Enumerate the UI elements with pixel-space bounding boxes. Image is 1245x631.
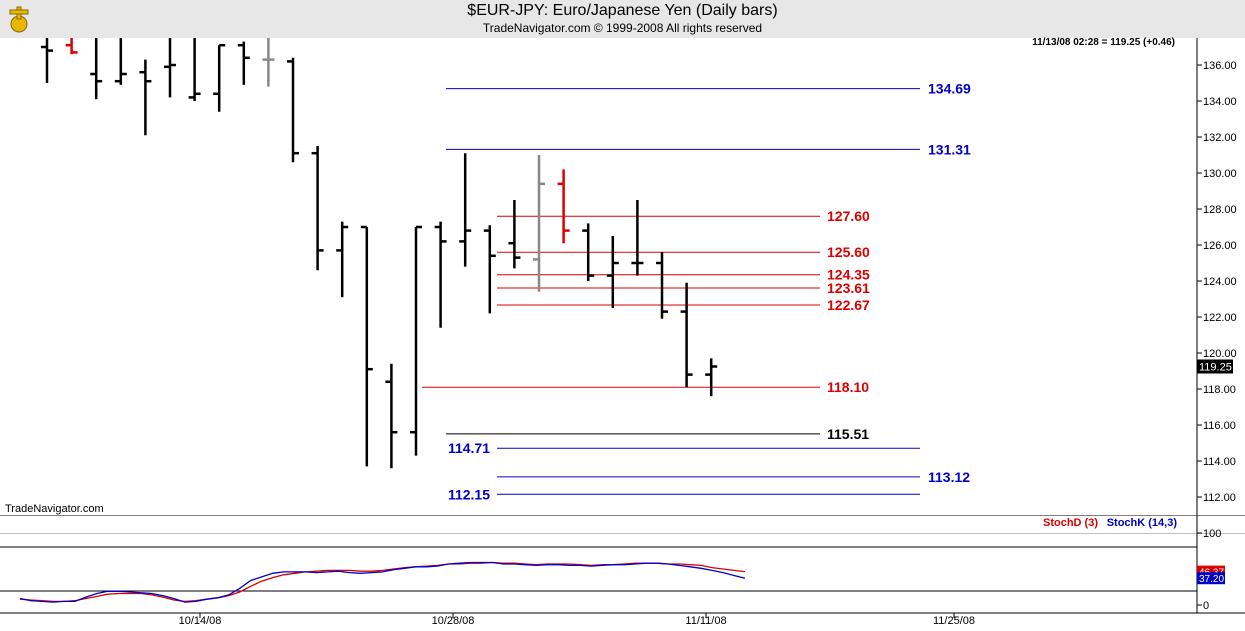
last-value-label: 119.25 [1199,362,1232,374]
ohlc-bar [459,153,472,267]
x-tick-label: 10/28/08 [432,615,475,627]
ohlc-bar [139,59,152,136]
copyright-text: TradeNavigator.com © 1999-2008 All right… [482,21,763,35]
ohlc-bar [656,252,668,319]
y-tick-label: 116.00 [1203,420,1236,432]
y-tick-label: 128.00 [1203,204,1237,216]
y-tick-label: 134.00 [1203,96,1237,108]
level-label: 112.15 [448,486,490,502]
legend-stochd: StochD (3) [1043,517,1098,529]
ohlc-bar [90,38,103,100]
y-tick-label: 136.00 [1203,60,1237,72]
trade-navigator-logo-icon [9,6,29,33]
level-label: 113.12 [928,469,970,485]
ohlc-bar [557,169,570,244]
chart-title: $EUR-JPY: Euro/Japanese Yen (Daily bars) [467,2,778,19]
legend-stochk: StochK (14,3) [1107,517,1178,529]
level-label: 124.35 [827,267,870,283]
ohlc-bar [311,146,324,271]
level-label: 114.71 [448,440,490,456]
y-tick-label: 122.00 [1203,312,1237,324]
ohlc-bar [582,223,595,281]
stochk-line [19,561,746,603]
y-tick-label: 120.00 [1203,348,1237,360]
quote-text: 11/13/08 02:28 = 119.25 (+0.46) [1032,37,1175,48]
ohlc-bar [213,43,226,112]
y-tick-label: 130.00 [1203,168,1237,180]
ohlc-bar [287,57,299,163]
ohlc-bar [164,38,176,98]
level-label: 134.69 [928,81,971,97]
panel-separator-thin [0,533,1245,534]
ohlc-bar [262,38,275,87]
x-tick-label: 11/25/08 [933,615,975,627]
stoch-last-box [1197,572,1225,585]
y-tick-label: 132.00 [1203,132,1237,144]
ohlc-bar [483,225,496,314]
x-tick-label: 11/11/08 [685,615,726,627]
watermark: TradeNavigator.com [5,503,104,515]
price-panel [0,38,1197,515]
ohlc-bar [533,155,545,292]
ohlc-bar [360,225,373,467]
level-label: 127.60 [827,208,870,224]
y-tick-label: 124.00 [1203,276,1237,288]
level-label: 115.51 [827,426,869,442]
ohlc-bar [188,38,201,101]
ohlc-bar [705,358,718,397]
ohlc-bar [65,38,78,55]
title-bar: $EUR-JPY: Euro/Japanese Yen (Daily bars)… [0,0,1245,38]
ohlc-bar [606,236,619,308]
ohlc-bar [434,221,447,328]
last-value-box [1197,359,1233,374]
ohlc-bar [631,200,644,276]
level-label: 125.60 [827,244,870,260]
level-label: 122.67 [827,297,870,313]
stoch-last-label: 37.20 [1199,574,1224,585]
panel-separator [0,515,1245,516]
level-label: 118.10 [827,379,869,395]
ohlc-bar [680,282,693,388]
stoch-y-tick-label: 0 [1203,600,1209,612]
y-tick-label: 118.00 [1203,384,1236,396]
x-tick-label: 10/14/08 [179,615,222,627]
stochd-line [19,561,746,603]
ohlc-bar [385,363,398,469]
ohlc-bar [114,38,127,85]
level-label: 123.61 [827,280,870,296]
stoch-y-tick-label: 100 [1203,528,1221,540]
ohlc-bar [508,200,521,269]
y-tick-label: 112.00 [1203,492,1236,504]
ohlc-bar [237,41,250,85]
y-tick-label: 114.00 [1203,456,1236,468]
ohlc-bar [336,221,349,298]
ohlc-bar [41,38,53,83]
y-tick-label: 126.00 [1203,240,1237,252]
level-label: 131.31 [928,141,971,157]
ohlc-bar [410,225,422,456]
